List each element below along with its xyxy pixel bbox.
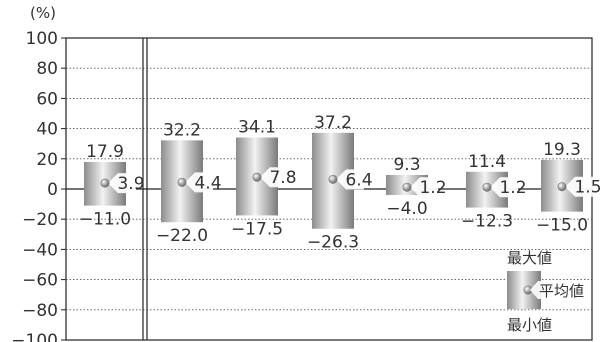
avg-value-label: 3.9 xyxy=(117,174,144,194)
legend-avg-label: 平均値 xyxy=(539,282,584,300)
min-value-label: −15.0 xyxy=(536,216,588,236)
avg-tag xyxy=(260,167,288,188)
y-unit-label: (%) xyxy=(30,4,56,22)
legend-min-label: 最小値 xyxy=(507,316,552,334)
y-axis: 100 80 60 40 20 0 −20 −40 −60 −80 −100 xyxy=(11,29,66,342)
y-tick-label: 80 xyxy=(36,59,58,79)
avg-marker xyxy=(177,177,187,187)
max-value-label: 32.2 xyxy=(163,120,201,140)
avg-tag xyxy=(108,173,136,194)
avg-tag xyxy=(336,169,364,190)
avg-value-label: 1.2 xyxy=(499,178,526,198)
avg-marker xyxy=(482,182,492,192)
min-value-label: −26.3 xyxy=(307,233,359,253)
y-tick-label: 0 xyxy=(47,180,58,200)
min-value-label: −22.0 xyxy=(156,226,208,246)
y-tick-label: −40 xyxy=(22,240,58,260)
avg-value-label: 6.4 xyxy=(345,170,372,190)
max-value-label: 37.2 xyxy=(314,113,352,133)
avg-value-label: 1.2 xyxy=(419,178,446,198)
avg-tag xyxy=(565,176,593,197)
y-tick-label: −80 xyxy=(22,301,58,321)
max-value-label: 34.1 xyxy=(238,118,276,138)
legend-avg-tag xyxy=(530,281,586,299)
min-value-label: −17.5 xyxy=(231,219,283,239)
max-value-label: 11.4 xyxy=(468,152,506,172)
y-tick-label: 40 xyxy=(36,120,58,140)
y-tick-label: −100 xyxy=(11,331,58,342)
avg-value-label: 4.4 xyxy=(194,173,221,193)
avg-marker xyxy=(402,182,412,192)
y-tick-label: 100 xyxy=(26,29,58,49)
legend-max-label: 最大値 xyxy=(507,249,552,267)
y-tick-label: −60 xyxy=(22,271,58,291)
avg-value-label: 7.8 xyxy=(269,168,296,188)
avg-tag xyxy=(410,177,438,198)
avg-tag xyxy=(185,172,213,193)
min-value-label: −12.3 xyxy=(461,212,513,232)
max-value-label: 19.3 xyxy=(543,140,581,160)
max-value-label: 9.3 xyxy=(393,155,420,175)
y-tick-label: 60 xyxy=(36,89,58,109)
avg-marker xyxy=(557,182,567,192)
min-value-label: −4.0 xyxy=(386,199,427,219)
avg-marker xyxy=(252,172,262,182)
y-tick-label: −20 xyxy=(22,210,58,230)
avg-value-label: 1.5 xyxy=(574,178,601,198)
avg-tag xyxy=(490,177,518,198)
y-tick-label: 20 xyxy=(36,150,58,170)
avg-marker xyxy=(100,178,110,188)
max-value-label: 17.9 xyxy=(86,142,124,162)
avg-marker xyxy=(328,174,338,184)
min-value-label: −11.0 xyxy=(79,210,131,230)
bars-layer: 17.9 −11.0 3.9 32.2 −22.0 4.4 34.1 −17.5 7.8 37.2… xyxy=(79,113,602,253)
